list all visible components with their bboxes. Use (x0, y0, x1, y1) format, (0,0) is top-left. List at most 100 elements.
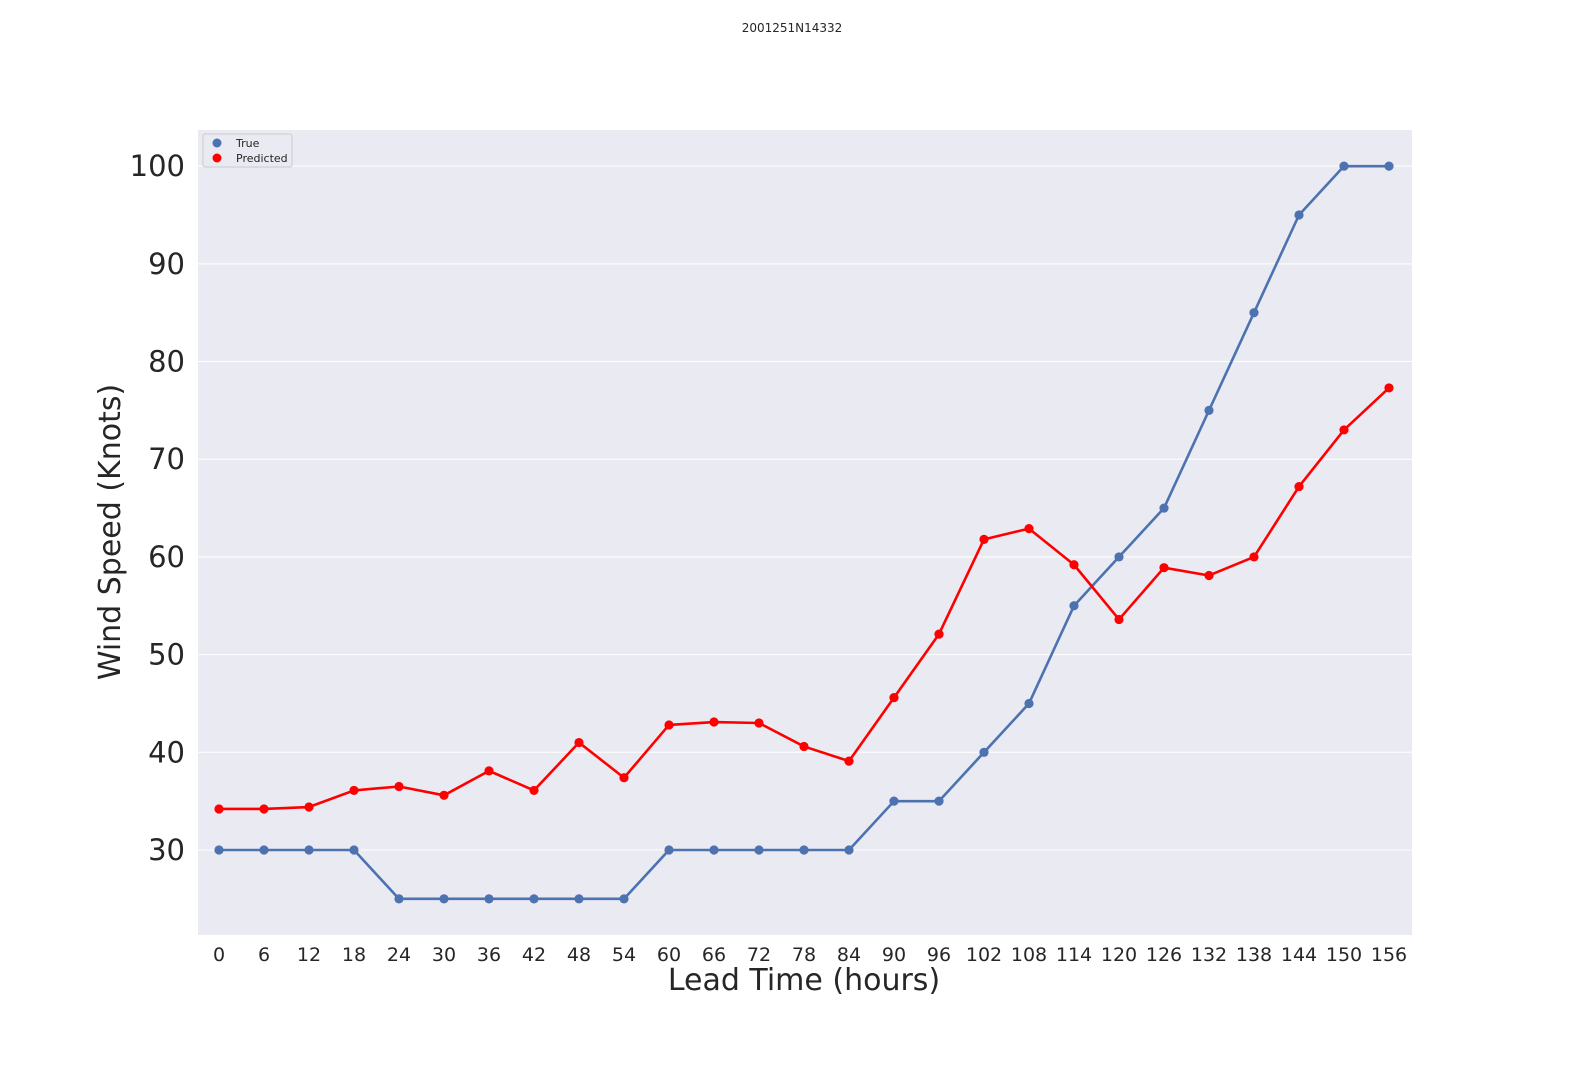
legend: True Predicted (202, 133, 293, 168)
series-points (214, 161, 1394, 904)
x-tick-label: 66 (702, 944, 726, 966)
legend-box (202, 133, 293, 168)
data-point-true (1159, 503, 1169, 513)
x-tick-label: 120 (1101, 944, 1137, 966)
data-point-predicted (709, 717, 719, 727)
data-point-predicted (799, 741, 809, 752)
x-tick-label: 60 (657, 944, 681, 966)
y-axis-ticks: 30 40 50 60 70 80 90 100 (130, 149, 185, 867)
data-point-true (619, 894, 629, 904)
x-tick-label: 114 (1056, 944, 1092, 966)
data-point-true (1114, 552, 1124, 562)
y-tick-label: 70 (148, 442, 185, 476)
data-point-predicted (1024, 523, 1034, 534)
data-point-predicted (214, 804, 224, 814)
data-point-true (1204, 405, 1214, 415)
data-point-true (394, 894, 404, 904)
data-point-predicted (574, 737, 584, 748)
y-tick-label: 60 (148, 540, 185, 574)
data-point-predicted (529, 785, 539, 796)
y-tick-label: 90 (148, 247, 185, 281)
x-tick-label: 96 (927, 944, 951, 966)
data-point-true (304, 845, 314, 855)
chart-title: 2001251N14332 (742, 21, 843, 35)
data-point-true (1069, 601, 1079, 611)
data-point-predicted (1204, 570, 1214, 581)
data-point-predicted (844, 756, 854, 766)
data-point-true (574, 894, 584, 904)
data-point-predicted (1384, 383, 1394, 393)
data-point-predicted (1069, 560, 1079, 570)
plot-area (198, 130, 1412, 935)
data-point-true (214, 845, 224, 855)
x-tick-label: 18 (342, 944, 366, 966)
x-tick-label: 30 (432, 944, 456, 966)
x-tick-label: 78 (792, 944, 816, 966)
x-tick-label: 84 (837, 944, 861, 966)
data-point-true (1339, 161, 1349, 171)
x-tick-label: 12 (297, 944, 321, 966)
data-point-true (529, 894, 539, 904)
legend-label-true: True (235, 137, 260, 150)
data-point-true (664, 845, 674, 855)
x-tick-label: 150 (1326, 944, 1362, 966)
data-point-true (1384, 161, 1394, 171)
data-point-predicted (1339, 425, 1349, 435)
x-tick-label: 156 (1371, 944, 1407, 966)
data-point-true (844, 845, 854, 855)
gridlines (198, 165, 1412, 851)
data-point-predicted (304, 802, 314, 812)
x-tick-label: 102 (966, 944, 1002, 966)
data-point-true (1024, 698, 1034, 709)
legend-marker-predicted (212, 153, 222, 163)
data-point-predicted (484, 766, 494, 776)
data-point-true (484, 894, 494, 904)
data-point-predicted (394, 781, 404, 792)
x-tick-label: 54 (612, 944, 636, 966)
data-point-predicted (259, 804, 269, 814)
data-point-predicted (1294, 481, 1304, 492)
y-tick-label: 80 (148, 345, 185, 379)
x-tick-label: 0 (213, 944, 225, 966)
x-tick-label: 144 (1281, 944, 1317, 966)
data-point-true (1294, 210, 1304, 220)
data-point-predicted (889, 693, 899, 703)
data-point-true (889, 796, 899, 806)
y-axis-title: Wind Speed (Knots) (93, 384, 128, 680)
data-point-predicted (1159, 563, 1169, 573)
y-tick-label: 30 (148, 833, 185, 867)
data-point-true (799, 845, 809, 855)
x-tick-label: 126 (1146, 944, 1182, 966)
x-tick-label: 42 (522, 944, 546, 966)
data-point-true (709, 845, 719, 855)
data-point-true (754, 845, 764, 855)
legend-marker-true (212, 138, 222, 148)
data-point-predicted (664, 720, 674, 730)
y-tick-label: 100 (130, 149, 185, 183)
data-point-predicted (1249, 552, 1259, 562)
data-point-predicted (754, 718, 764, 728)
data-point-true (934, 796, 944, 806)
data-point-predicted (619, 773, 629, 783)
data-point-true (979, 747, 989, 757)
x-tick-label: 24 (387, 944, 411, 966)
x-tick-label: 138 (1236, 944, 1272, 966)
y-tick-label: 40 (148, 735, 185, 769)
y-tick-label: 50 (148, 638, 185, 672)
x-axis-title: Lead Time (hours) (668, 963, 940, 998)
data-point-true (349, 845, 359, 855)
x-tick-label: 108 (1011, 944, 1047, 966)
data-point-predicted (934, 629, 944, 639)
data-point-true (1249, 308, 1259, 318)
data-point-predicted (349, 785, 359, 796)
x-tick-label: 132 (1191, 944, 1227, 966)
legend-label-predicted: Predicted (236, 152, 288, 165)
data-point-true (259, 845, 269, 855)
data-point-true (439, 894, 449, 904)
data-point-predicted (439, 790, 449, 800)
x-tick-label: 48 (567, 944, 591, 966)
x-tick-label: 72 (747, 944, 771, 966)
x-tick-label: 6 (258, 944, 270, 966)
x-tick-label: 36 (477, 944, 501, 966)
